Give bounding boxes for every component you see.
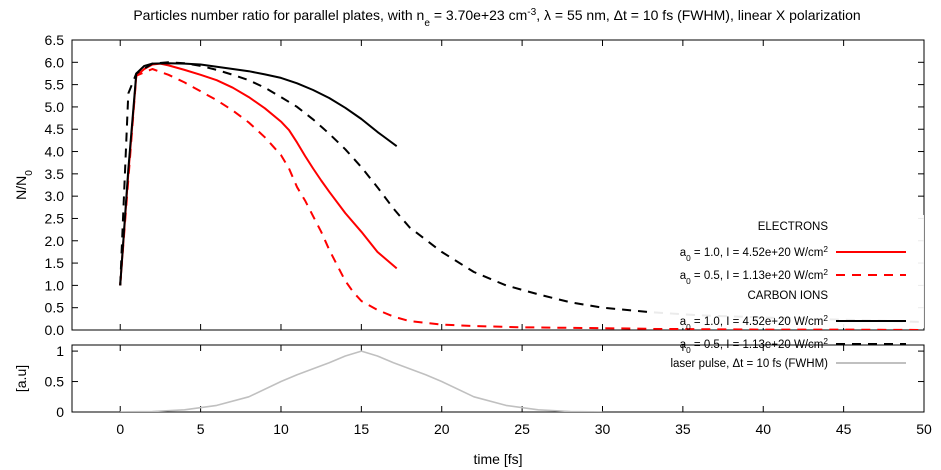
legend-group-label: ELECTRONS [758, 221, 829, 233]
y-tick-label: 0.5 [45, 374, 65, 390]
x-tick-label: 20 [434, 421, 450, 437]
bottom-series-group [120, 350, 603, 412]
y-tick-label: 0.5 [45, 300, 65, 316]
y-axis-label-bottom: [a.u] [13, 365, 29, 392]
x-axis-label: time [fs] [473, 451, 522, 467]
x-tick-label: 15 [354, 421, 370, 437]
y-tick-label: 3.5 [45, 166, 65, 182]
legend-entry-label: a0 = 0.5, I = 1.13e+20 W/cm2 [680, 337, 829, 355]
y-tick-label: 2.5 [45, 210, 65, 226]
y-tick-label: 2.0 [45, 233, 65, 249]
legend-entry-label: a0 = 1.0, I = 4.52e+20 W/cm2 [680, 314, 829, 332]
y-tick-label: 6.5 [45, 32, 65, 48]
y-axis-label: N/N0 [13, 170, 35, 200]
y-tick-label: 1 [56, 343, 64, 359]
x-tick-label: 45 [836, 421, 852, 437]
series-line-2 [119, 68, 924, 330]
y-tick-label: 5.5 [45, 77, 65, 93]
x-tick-label: 40 [755, 421, 771, 437]
series-line-4 [119, 61, 924, 323]
chart-title: Particles number ratio for parallel plat… [133, 7, 860, 29]
y-tick-label: 6.0 [45, 54, 65, 70]
x-tick-label: 30 [595, 421, 611, 437]
x-tick-label: 0 [116, 421, 124, 437]
x-tick-label: 5 [197, 421, 205, 437]
x-tick-label: 35 [675, 421, 691, 437]
x-tick-label: 10 [273, 421, 289, 437]
laser-pulse-line [120, 350, 603, 412]
y-tick-label: 3.0 [45, 188, 65, 204]
top-plot-frame [71, 39, 925, 331]
y-tick-label: 4.5 [45, 121, 65, 137]
top-series-group [119, 61, 924, 330]
x-tick-label: 50 [916, 421, 932, 437]
x-tick-label: 25 [514, 421, 530, 437]
legend-entry-label: laser pulse, Δt = 10 fs (FWHM) [670, 358, 828, 370]
y-tick-label: 1.0 [45, 277, 65, 293]
y-tick-label: 0.0 [45, 322, 65, 338]
legend-background [648, 215, 924, 328]
bottom-plot-frame [71, 344, 925, 413]
series-line-3 [119, 62, 398, 286]
y-tick-label: 4.0 [45, 144, 65, 160]
legend-entry-label: a0 = 0.5, I = 1.13e+20 W/cm2 [680, 268, 829, 286]
y-tick-label: 5.0 [45, 99, 65, 115]
y-tick-label: 1.5 [45, 255, 65, 271]
series-line-1 [119, 62, 398, 286]
legend-entry-label: a0 = 1.0, I = 4.52e+20 W/cm2 [680, 245, 829, 263]
y-tick-label: 0 [56, 404, 64, 420]
legend-group-label: CARBON IONS [747, 290, 828, 302]
